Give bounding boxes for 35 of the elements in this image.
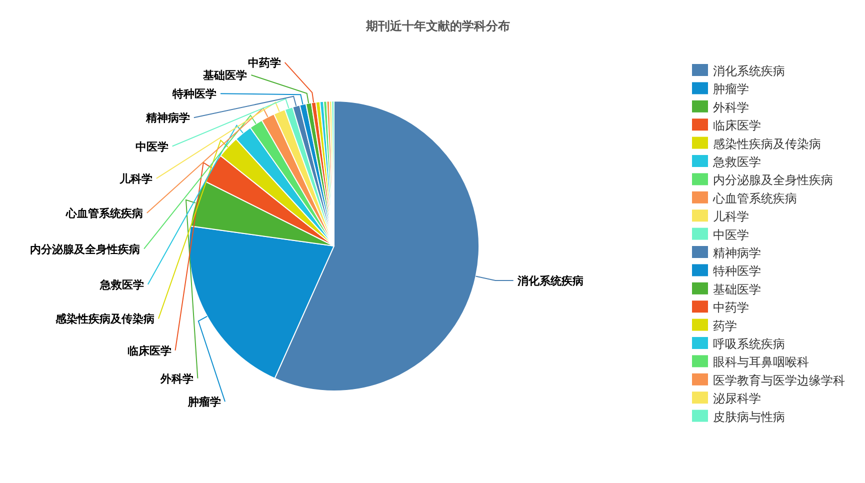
legend-label: 内分泌腺及全身性疾病 (713, 173, 833, 188)
legend-label: 中药学 (713, 300, 749, 315)
text: 中医学 (135, 140, 168, 154)
chart-title: 期刊近十年文献的学科分布 (365, 19, 510, 33)
legend-label: 中医学 (713, 228, 749, 242)
text: 儿科学 (118, 172, 152, 186)
legend-label: 特种医学 (713, 264, 761, 278)
text: 外科学 (160, 372, 194, 386)
legend-label: 医学教育与医学边缘学科 (713, 373, 845, 388)
text: 心血管系统疾病 (64, 207, 143, 220)
legend-label: 皮肤病与性病 (713, 410, 785, 424)
legend-label: 外科学 (713, 100, 749, 114)
text: 感染性疾病及传染病 (54, 312, 154, 326)
legend-label: 心血管系统疾病 (712, 191, 797, 206)
legend-label: 临床医学 (713, 118, 761, 133)
text: 中药学 (248, 56, 281, 70)
legend-label: 感染性疾病及传染病 (713, 136, 821, 151)
legend-label: 急救医学 (712, 155, 761, 169)
legend-label: 消化系统疾病 (713, 64, 785, 78)
text: 临床医学 (127, 344, 172, 358)
text: 急救医学 (98, 278, 144, 292)
text: 肿瘤学 (187, 396, 222, 409)
text: 特种医学 (172, 88, 217, 101)
text: 精神病学 (144, 112, 190, 125)
legend-label: 药学 (713, 318, 737, 333)
legend-label: 肿瘤学 (713, 82, 749, 96)
legend-label: 儿科学 (713, 210, 749, 224)
legend-label: 眼科与耳鼻咽喉科 (713, 355, 809, 370)
text: 内分泌腺及全身性疾病 (30, 242, 140, 256)
legend-label: 呼吸系统疾病 (713, 337, 785, 351)
legend-label: 泌尿科学 (713, 392, 761, 406)
legend-label: 精神病学 (713, 246, 761, 260)
text: 消化系统疾病 (516, 274, 584, 288)
text: 基础医学 (202, 68, 248, 82)
legend-label: 基础医学 (713, 282, 761, 296)
